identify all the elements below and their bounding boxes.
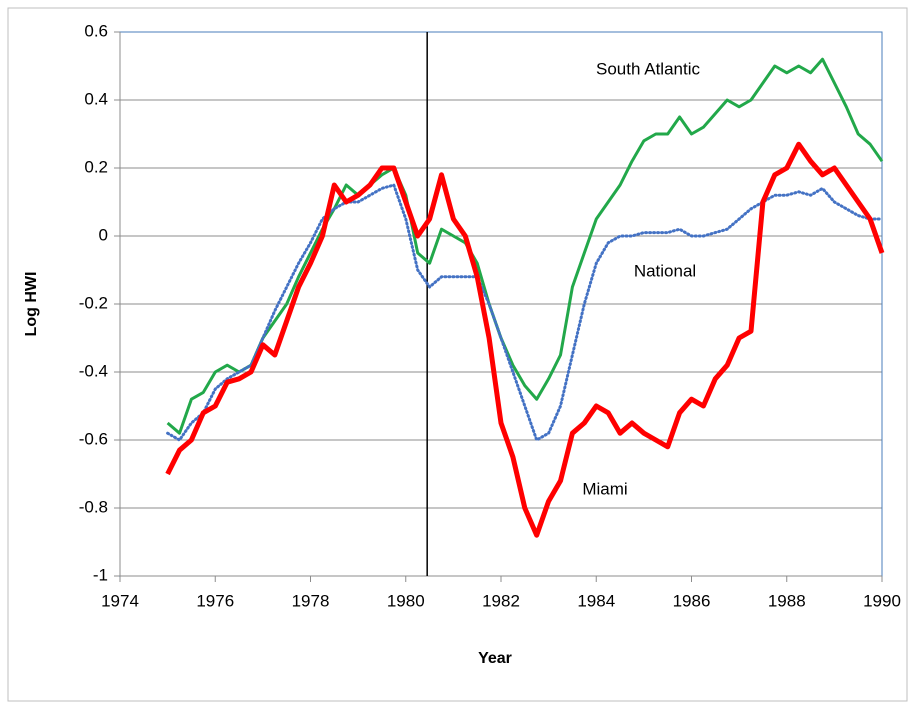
x-tick-label: 1988	[768, 591, 806, 610]
y-tick-label: 0.4	[84, 89, 108, 108]
chart-frame	[7, 7, 908, 702]
x-tick-label: 1986	[673, 591, 711, 610]
y-tick-label: -0.2	[79, 293, 108, 312]
y-tick-label: 0	[99, 225, 108, 244]
series-line	[165, 141, 885, 538]
y-tick-label: -0.4	[79, 361, 108, 380]
x-tick-label: 1984	[577, 591, 615, 610]
y-tick-label: -1	[93, 565, 108, 584]
x-tick-label: 1980	[387, 591, 425, 610]
x-tick-label: 1990	[863, 591, 901, 610]
x-axis-title: Year	[478, 650, 512, 667]
x-tick-label: 1976	[196, 591, 234, 610]
y-tick-label: -0.6	[79, 429, 108, 448]
x-tick-label: 1974	[101, 591, 139, 610]
y-axis-title: Log HWI	[23, 272, 40, 337]
series-label: South Atlantic	[596, 59, 700, 78]
series-line	[166, 57, 884, 435]
series-label: Miami	[582, 479, 627, 498]
y-tick-label: 0.2	[84, 157, 108, 176]
x-tick-label: 1982	[482, 591, 520, 610]
y-tick-label: 0.6	[84, 21, 108, 40]
y-tick-label: -0.8	[79, 497, 108, 516]
series-label: National	[634, 261, 696, 280]
x-tick-label: 1978	[292, 591, 330, 610]
